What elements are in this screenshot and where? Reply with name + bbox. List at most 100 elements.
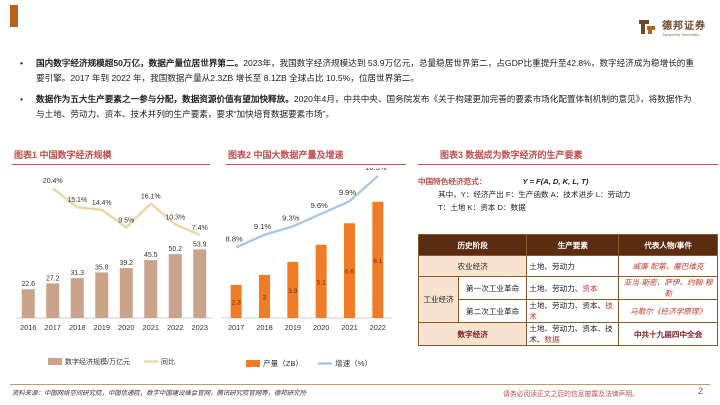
tick-label-2017: 2017 [228,323,244,332]
page-number: 2 [698,386,704,396]
growth-label-2020: 9.5% [118,217,134,224]
growth-line [52,187,201,237]
bar-label-2020: 39.2 [119,260,133,267]
digital-economy-chart: 22.6 2016 27.2 2017 31.3 2018 35.8 2019 39.2 2020… [16,178,212,366]
footer-rule [10,384,710,385]
paradigm-formula-text: Y = F(A, D, K, L, T) [522,177,589,186]
table-row: 数字经济 土地、劳动力、资本、技术、数据 中共十九届四中全会 [417,322,718,346]
tick-label-2018: 2018 [69,323,85,332]
bullet-dot-icon [20,92,36,121]
tick-label-2021: 2021 [143,323,159,332]
legend-label-line: 同比 [161,357,175,366]
tick-label-2017: 2017 [45,323,61,332]
growth-label-2021: 9.9% [339,188,357,197]
growth-label-2021: 16.1% [141,194,161,201]
factors-ind1-new: 资本 [582,283,598,293]
bar-label-2022: 50.2 [168,246,182,253]
bullet-headline: 国内数字经济规模超50万亿，数据产量位居世界第二。 [36,58,244,68]
growth-label-2019: 14.4% [92,200,112,207]
legal-disclaimer: 请务必阅读正文之后的信息披露及法律声明。 [503,391,639,398]
legend-label-bar: 数字经济规模/万亿元 [65,357,130,366]
legend-swatch-bar [48,358,62,365]
tick-label-2021: 2021 [341,323,357,332]
paradigm-formula: Y = F(A, D, K, L, T) [522,177,588,186]
legend-swatch-bar [246,360,260,367]
factors-digital-plain: 土地、劳动力、资本、技术、 [529,324,613,344]
person-agri: 威廉·配第，魔巴维克 [618,255,718,277]
bar-label-2016: 22.6 [21,281,35,288]
bar-label-2021: 45.5 [144,252,158,259]
header-accent-bar [10,5,18,27]
growth-label-2017: 20.4% [43,178,63,185]
factors-digital-new: 数据 [544,335,560,344]
factors-ind2-plain: 土地、劳动力、资本、 [529,301,606,310]
figure-2-title: 图表2 中国大数据产量及增速 [228,150,344,160]
source-note: 资料来源：中国网络空间研究院，中国信通院，数字中国建设峰会官网，腾讯研究院官网等… [12,390,306,397]
tick-label-2022: 2022 [370,323,386,332]
bar-label-2019: 35.8 [95,264,109,271]
table-header-factors: 生产要素 [526,234,620,256]
bullet-text: 2023年，我国数字经济规模达到 53.9万亿元，总量稳居世界第二，占GDP比重… [36,58,694,83]
figure-3-rule [418,164,718,165]
tick-label-2022: 2022 [167,323,183,332]
bar-2018 [259,274,270,318]
factors-ind1-plain: 土地、劳动力、 [529,283,583,293]
bar-label-2021: 6.6 [345,269,354,276]
bar-2021 [144,260,158,318]
person-ind1: 亚当·斯密、萨伊、约翰·穆勒 [618,276,718,300]
figure-2-rule [226,164,406,165]
growth-label-2022: 10.3% [165,215,185,222]
table-header-row: 历史阶段 生产要素 代表人物/事件 [417,234,718,256]
bullet-text: 2020年4月，中共中央、国务院发布《关于构建更加完善的要素市场化配置体制机制的… [36,94,692,119]
growth-label-2023: 7.4% [192,225,208,232]
bar-2019 [95,272,109,318]
logo-mark-icon [636,16,658,38]
stage-ind1: 第一次工业革命 [457,276,528,300]
tick-label-2019: 2019 [94,323,110,332]
tick-label-2023: 2023 [192,323,208,332]
factors-ind2-new: 技术 [529,301,613,321]
paradigm-legend-line-2: T：土地 K：资本 D：数据 [438,203,526,212]
bar-2017 [230,284,242,318]
logo-name-cn: 德邦证券 [662,21,706,32]
tick-label-2019: 2019 [285,323,301,332]
bar-label-2017: 2.3 [232,299,241,306]
growth-label-2018: 15.1% [67,197,87,204]
bar-label-2023: 53.9 [193,241,207,248]
tick-label-2016: 2016 [20,323,36,332]
bar-2022 [372,201,384,318]
stage-digital: 数字经济 [417,322,528,346]
bar-2020 [315,244,327,318]
bar-2020 [119,268,133,318]
bar-label-2018: 3 [263,294,267,301]
legend-label-line: 增速（%） [335,358,372,368]
paradigm-legend-line-1: 其中，Y：经济产出 F：生产函数 A：技术进步 L：劳动力 [438,190,631,199]
person-ind2: 马歇尔《经济学原理》 [618,299,718,323]
company-logo: 德邦证券 Topsperity Securities [636,16,706,38]
table-row: 第二次工业革命 土地、劳动力、资本、技术 马歇尔《经济学原理》 [419,299,718,323]
production-factors-table: 历史阶段 生产要素 代表人物/事件 农业经济 土地、劳动力 威廉·配第，魔巴维克… [417,234,718,346]
growth-label-2020: 9.6% [311,201,329,210]
figure-1-title: 图表1 中国数字经济规模 [14,150,112,160]
table-header-person: 代表人物/事件 [618,234,718,256]
growth-label-2019: 9.3% [282,213,300,222]
figure-3-title: 图表3 数据成为数字经济的生产要素 [440,150,583,160]
paradigm-title: 中国特色经济范式： [418,177,487,186]
bar-label-2022: 8.1 [373,258,382,265]
bar-label-2017: 27.2 [46,275,60,282]
stage-industrial: 工业经济 [418,276,459,323]
bar-label-2018: 31.3 [70,270,84,277]
summary-bullets: 国内数字经济规模超50万亿，数据产量位居世界第二。2023年，我国数字经济规模达… [20,56,700,128]
tick-label-2020: 2020 [118,323,134,332]
bar-2016 [21,289,35,318]
bar-2019 [287,262,299,318]
growth-line [235,175,379,249]
growth-label-2018: 9.1% [254,222,272,231]
factors-agri: 土地、劳动力 [526,255,620,277]
growth-label-2022: 10.5% [365,168,387,172]
stage-ind2: 第二次工业革命 [457,299,528,323]
tick-label-2020: 2020 [313,323,329,332]
big-data-output-chart: 2.3 2017 3 2018 3.9 2019 5.1 2020 6.6 2021 8.1 2022… [222,168,392,368]
bullet-dot-icon [20,56,36,85]
bar-2023 [193,249,207,318]
